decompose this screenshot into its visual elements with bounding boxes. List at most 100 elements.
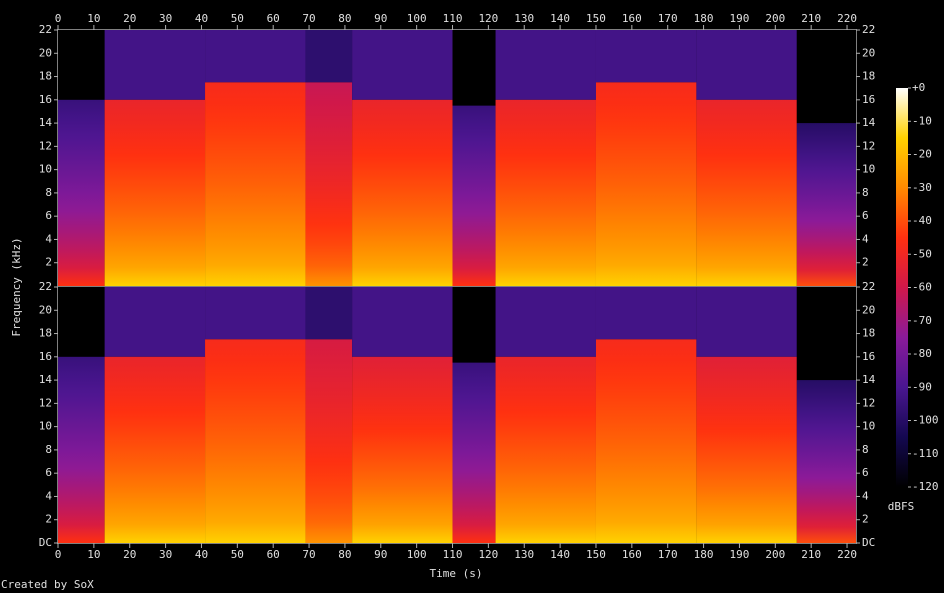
- x-tick-label: 130: [514, 12, 534, 25]
- spectral-band: [595, 82, 697, 286]
- y-tick-label: 20: [862, 46, 875, 59]
- noise-floor: [696, 287, 797, 357]
- x-tick-label: 210: [801, 548, 821, 561]
- spectral-band: [796, 380, 856, 543]
- noise-floor: [205, 30, 306, 83]
- x-tick-label: 0: [55, 548, 62, 561]
- colorbar-tick-label: -80: [912, 347, 932, 360]
- y-tick-label: 2: [862, 256, 869, 269]
- x-tick-label: 50: [231, 548, 244, 561]
- x-tick-label: 100: [407, 12, 427, 25]
- colorbar-tick-label: -110: [912, 447, 939, 460]
- noise-floor: [104, 30, 206, 100]
- x-tick-label: 60: [267, 12, 280, 25]
- x-tick-label: 140: [550, 12, 570, 25]
- plot-frame: [57, 286, 857, 544]
- y-tick-label: 12: [39, 396, 52, 409]
- x-tick-label: 0: [55, 12, 62, 25]
- y-tick-label: 16: [39, 93, 52, 106]
- noise-floor: [352, 30, 453, 100]
- noise-floor: [796, 287, 856, 381]
- spectral-band: [205, 82, 306, 286]
- spectral-band: [305, 82, 353, 286]
- y-tick-label: 4: [45, 232, 52, 245]
- colorbar-tick-label: -120: [912, 480, 939, 493]
- y-tick-label: 2: [45, 256, 52, 269]
- y-tick-label: 6: [862, 209, 869, 222]
- x-tick-label: 100: [407, 548, 427, 561]
- spectral-band: [696, 356, 797, 543]
- y-tick-label: 12: [39, 139, 52, 152]
- y-tick-label: 22: [39, 280, 52, 293]
- colorbar-tick-label: +0: [912, 81, 925, 94]
- y-tick-label: 6: [45, 209, 52, 222]
- spectral-band: [352, 99, 453, 287]
- noise-floor: [495, 287, 596, 357]
- noise-floor: [104, 287, 206, 357]
- x-tick-label: 10: [87, 548, 100, 561]
- x-tick-label: 110: [443, 12, 463, 25]
- y-tick-label: 12: [862, 139, 875, 152]
- noise-floor: [58, 287, 105, 357]
- credit: Created by SoX: [1, 578, 94, 591]
- spectral-band: [104, 356, 206, 543]
- y-tick-label: 16: [862, 93, 875, 106]
- spectral-band: [452, 362, 496, 543]
- y-tick-label: 10: [39, 163, 52, 176]
- y-axis-label: Frequency (kHz): [10, 237, 23, 336]
- x-tick-label: 50: [231, 12, 244, 25]
- y-tick-label: 14: [39, 116, 53, 129]
- y-tick-label: 14: [39, 373, 53, 386]
- x-tick-label: 120: [478, 12, 498, 25]
- y-tick-label: 14: [862, 373, 876, 386]
- x-tick-label: 10: [87, 12, 100, 25]
- colorbar-tick-label: -20: [912, 148, 932, 161]
- y-tick-label: 4: [862, 489, 869, 502]
- x-tick-label: 190: [730, 12, 750, 25]
- noise-floor: [305, 287, 353, 340]
- x-tick-label: 180: [694, 12, 714, 25]
- spectral-band: [205, 339, 306, 543]
- x-tick-label: 150: [586, 548, 606, 561]
- noise-floor: [495, 30, 596, 100]
- y-tick-label: 22: [862, 23, 875, 36]
- noise-floor: [305, 30, 353, 83]
- y-tick-label: 8: [45, 186, 52, 199]
- y-tick-label: 6: [862, 466, 869, 479]
- x-tick-label: 150: [586, 12, 606, 25]
- y-tick-label: 4: [862, 232, 869, 245]
- x-tick-label: 220: [837, 548, 857, 561]
- spectral-band: [58, 99, 105, 287]
- y-tick-label: 8: [45, 443, 52, 456]
- x-tick-label: 160: [622, 548, 642, 561]
- y-tick-label: 8: [862, 186, 869, 199]
- noise-floor: [696, 30, 797, 100]
- y-tick-label: 6: [45, 466, 52, 479]
- x-tick-label: 220: [837, 12, 857, 25]
- colorbar-tick-label: -90: [912, 380, 932, 393]
- x-tick-label: 190: [730, 548, 750, 561]
- x-tick-label: 130: [514, 548, 534, 561]
- colorbar-tick-label: -50: [912, 247, 932, 260]
- y-tick-label: 10: [862, 163, 875, 176]
- noise-floor: [796, 30, 856, 124]
- spectral-band: [452, 105, 496, 287]
- colorbar-tick-label: -70: [912, 314, 932, 327]
- y-tick-label: DC: [39, 536, 52, 549]
- y-tick-label: 20: [862, 303, 875, 316]
- spectral-band: [58, 356, 105, 543]
- y-tick-label: 22: [862, 280, 875, 293]
- x-tick-label: 160: [622, 12, 642, 25]
- y-tick-label: 4: [45, 489, 52, 502]
- spectral-band: [696, 99, 797, 287]
- colorbar-tick-label: -30: [912, 181, 932, 194]
- x-tick-label: 170: [658, 548, 678, 561]
- spectral-band: [595, 339, 697, 543]
- x-tick-label: 80: [338, 548, 351, 561]
- noise-floor: [352, 287, 453, 357]
- x-tick-label: 170: [658, 12, 678, 25]
- x-tick-label: 70: [302, 12, 315, 25]
- y-tick-label: 22: [39, 23, 52, 36]
- spectral-band: [796, 123, 856, 286]
